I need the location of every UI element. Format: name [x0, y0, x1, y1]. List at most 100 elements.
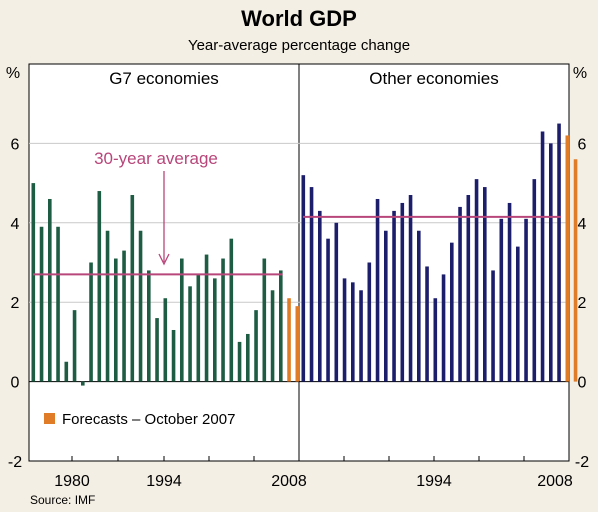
bar: [326, 238, 330, 382]
y-tick-label: 4: [578, 216, 587, 233]
legend-forecast-swatch: [44, 413, 55, 424]
bar: [122, 250, 126, 382]
bar: [114, 258, 118, 382]
bar: [342, 278, 347, 382]
bar: [375, 198, 380, 382]
y-tick-label: 6: [578, 136, 587, 153]
bar: [163, 298, 168, 382]
bar: [334, 222, 339, 382]
bar: [549, 143, 553, 382]
bar: [491, 270, 495, 382]
forecast-bar: [287, 298, 291, 382]
panel-other: Other economies: [301, 69, 578, 382]
bar: [474, 179, 479, 382]
y-tick-label: 6: [11, 136, 20, 153]
other-bars: [301, 123, 578, 382]
source-note: Source: IMF: [30, 493, 95, 507]
y-tick-label: 4: [11, 216, 20, 233]
bar: [171, 329, 176, 382]
bar: [483, 187, 487, 382]
y-tick-label: 0: [11, 375, 20, 392]
bar: [408, 195, 413, 382]
x-tick-label: 1994: [416, 473, 452, 490]
bar: [262, 258, 267, 382]
bar: [351, 282, 355, 382]
bar: [81, 381, 85, 386]
y-tick-label: 2: [11, 295, 20, 312]
chart-title: World GDP: [241, 6, 357, 31]
bar: [367, 262, 372, 382]
bar: [130, 195, 135, 382]
bar: [557, 123, 561, 382]
bar: [64, 361, 69, 382]
bar: [105, 230, 110, 382]
bar: [524, 218, 528, 382]
bar: [155, 318, 159, 382]
y-unit-left: %: [6, 65, 20, 82]
x-tick-label: 1994: [146, 473, 182, 490]
chart-subtitle: Year-average percentage change: [188, 37, 410, 54]
bar: [507, 202, 512, 382]
y-unit-right: %: [573, 65, 587, 82]
bar: [466, 195, 471, 382]
bar: [301, 175, 306, 382]
y-axis-left: -2 0 2 4 6: [8, 136, 22, 471]
panel-title-g7: G7 economies: [109, 69, 219, 88]
g7-bars: [31, 183, 300, 386]
bar: [89, 262, 93, 382]
bar: [39, 226, 44, 382]
bar: [196, 274, 201, 382]
bar: [31, 183, 36, 382]
bar: [229, 238, 234, 382]
bar: [221, 258, 225, 382]
bar: [237, 341, 242, 382]
y-tick-label: -2: [8, 454, 22, 471]
bar: [359, 290, 363, 382]
bar: [204, 254, 209, 382]
bar: [532, 179, 537, 382]
bar: [318, 210, 322, 382]
bar: [441, 274, 446, 382]
bar: [188, 286, 192, 382]
y-tick-label: 0: [578, 375, 587, 392]
bar: [450, 242, 454, 382]
x-tick-label: 2008: [271, 473, 307, 490]
bar: [254, 310, 258, 382]
bar: [213, 278, 217, 382]
bar: [417, 230, 421, 382]
average-annotation: 30-year average: [94, 149, 218, 168]
forecast-bar: [295, 306, 300, 382]
x-axis-labels: 1980 1994 2008 1994 2008: [54, 473, 573, 490]
bar: [425, 266, 429, 382]
y-tick-label: 2: [578, 295, 587, 312]
legend-forecast-label: Forecasts – October 2007: [62, 411, 235, 428]
bar: [458, 206, 462, 382]
bar: [499, 218, 504, 382]
bar: [138, 230, 143, 382]
y-tick-label: -2: [575, 454, 589, 471]
panel-title-other: Other economies: [369, 69, 498, 88]
bar: [270, 290, 275, 382]
y-axis-right: -2 0 2 4 6: [575, 136, 589, 471]
bar: [72, 310, 77, 382]
panel-g7: G7 economies: [31, 69, 300, 386]
bar: [97, 191, 102, 382]
bar: [309, 187, 314, 382]
forecast-bar: [573, 159, 578, 382]
bar: [540, 131, 545, 382]
x-axis-ticks: [28, 456, 570, 461]
bar: [400, 202, 405, 382]
bar: [516, 246, 520, 382]
bar: [279, 270, 283, 382]
x-tick-label: 1980: [54, 473, 90, 490]
x-tick-label: 2008: [537, 473, 573, 490]
bar: [147, 270, 151, 382]
bar: [48, 198, 52, 382]
forecast-bar: [565, 135, 570, 382]
bar: [433, 298, 438, 382]
bar: [246, 333, 250, 382]
bar: [392, 210, 396, 382]
bar: [384, 230, 388, 382]
bar: [56, 226, 60, 382]
